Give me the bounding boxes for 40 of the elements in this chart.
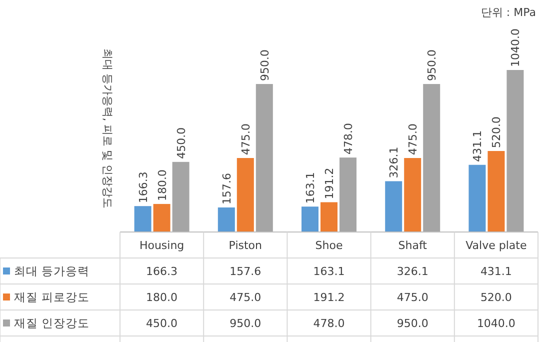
- data-label: 475.0: [230, 291, 262, 304]
- legend-label: 최대 등가응력: [14, 264, 90, 278]
- x-tick-label: Piston: [228, 239, 262, 252]
- x-tick-label: Valve plate: [466, 239, 527, 252]
- text: 950.0: [426, 50, 439, 82]
- data-label: 950.0: [396, 317, 428, 330]
- data-label: 520.0: [480, 291, 512, 304]
- text: 단위 : MPa: [480, 6, 536, 19]
- legend-label: 재질 피로강도: [14, 290, 90, 304]
- text: 431.1: [471, 130, 484, 162]
- text: 520.0: [490, 116, 504, 148]
- text: 475.0: [239, 124, 252, 156]
- legend-label: 재질 인장강도: [14, 316, 90, 330]
- data-label: 950.0: [230, 317, 262, 330]
- data-label: 157.6: [230, 265, 262, 278]
- data-label: 478.0: [313, 317, 345, 330]
- x-tick-label: Housing: [139, 239, 184, 252]
- text: 180.0: [156, 169, 169, 201]
- data-label: 326.1: [396, 265, 428, 278]
- data-label: 180.0: [146, 291, 178, 304]
- text: 163.1: [304, 172, 317, 204]
- text: 326.1: [388, 146, 401, 178]
- data-label: 163.1: [313, 265, 345, 278]
- text: 450.0: [174, 127, 188, 159]
- text: 1040.0: [509, 28, 522, 67]
- data-label: 431.1: [480, 265, 512, 278]
- data-label: 166.3: [146, 265, 178, 278]
- text: 475.0: [406, 124, 420, 156]
- text: 166.3: [136, 172, 150, 204]
- data-label: 191.2: [313, 291, 345, 304]
- x-tick-label: Shaft: [398, 239, 428, 252]
- data-label: 475.0: [396, 291, 428, 304]
- text: 191.2: [323, 168, 336, 200]
- y-axis-title: 최대 등가응력, 피로 및 인장강도: [101, 48, 114, 209]
- text: 157.6: [220, 172, 234, 204]
- text: 950.0: [258, 50, 272, 82]
- data-label: 450.0: [146, 317, 178, 330]
- text: 478.0: [342, 123, 355, 155]
- x-tick-label: Shoe: [315, 239, 343, 252]
- data-label: 1040.0: [476, 317, 516, 330]
